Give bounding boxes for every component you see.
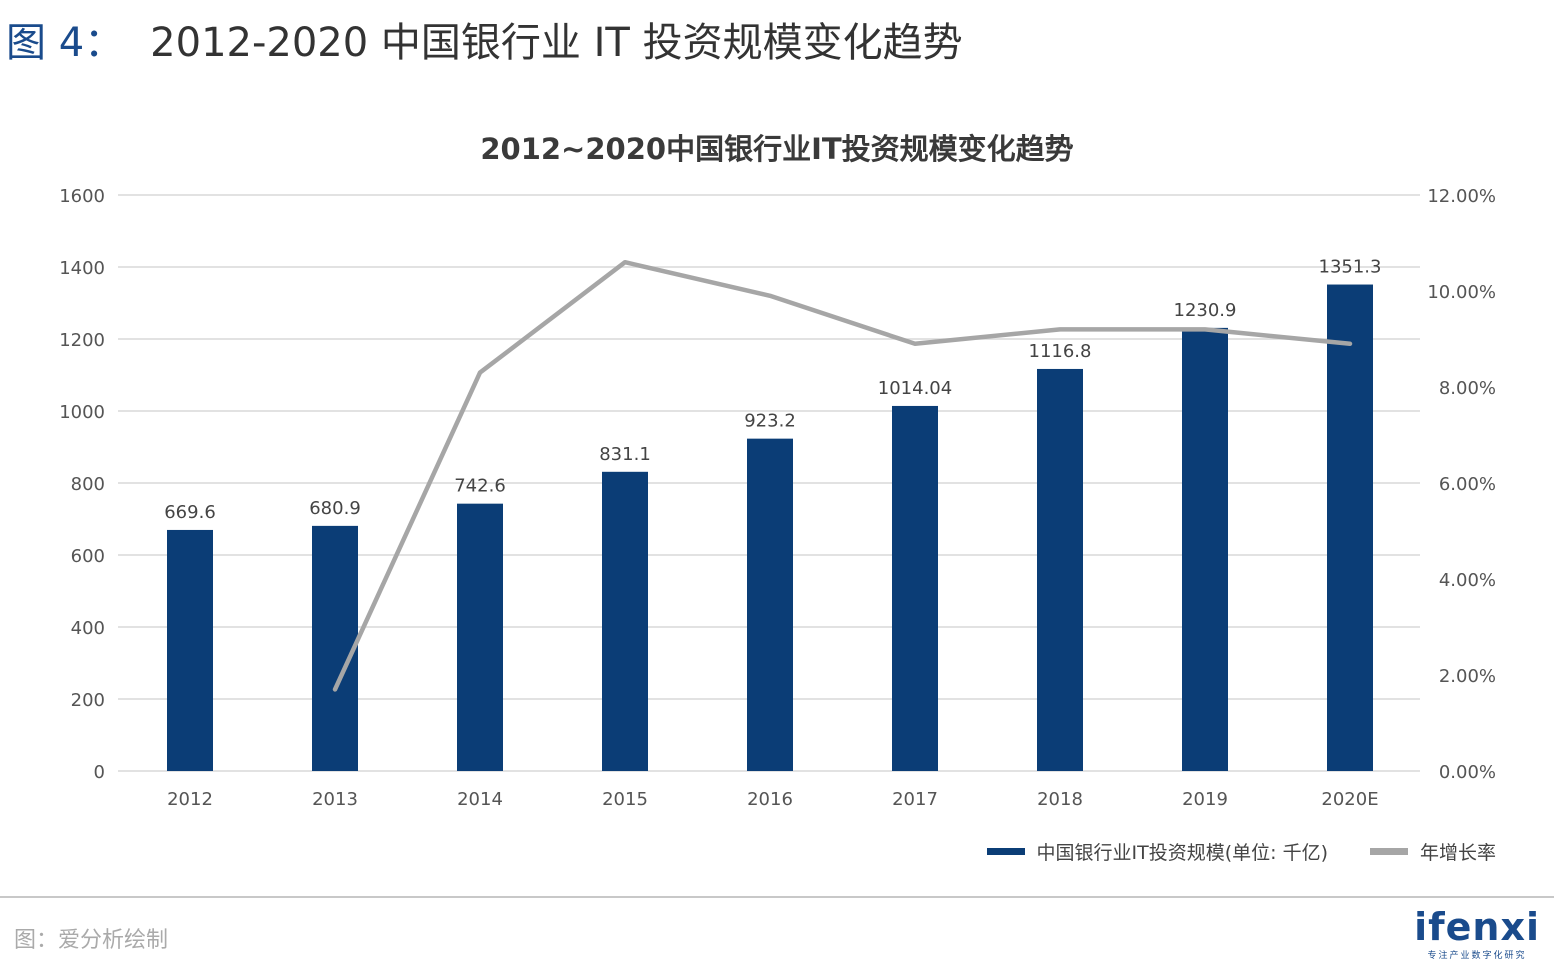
y-right-tick-label: 4.00% [1439, 570, 1496, 591]
x-tick-label: 2020E [1321, 789, 1378, 810]
figure-label: 图 4： [6, 20, 125, 66]
bar-data-label: 1230.9 [1174, 300, 1237, 321]
footer-divider [0, 896, 1554, 898]
y-left-tick-label: 600 [71, 546, 105, 567]
y-left-tick-label: 1000 [59, 402, 105, 423]
bar [1327, 284, 1373, 771]
y-left-tick-label: 0 [94, 762, 105, 783]
bar [312, 525, 358, 771]
bar [1037, 368, 1083, 771]
bar [747, 438, 793, 771]
bar-data-label: 742.6 [454, 476, 506, 497]
bar-data-label: 923.2 [744, 411, 796, 432]
bar-data-label: 1116.8 [1029, 341, 1092, 362]
logo-wordmark: ifenxi [1414, 905, 1540, 949]
legend-item-growth: 年增长率 [1369, 838, 1496, 865]
x-tick-label: 2014 [457, 789, 503, 810]
legend-label-growth: 年增长率 [1419, 842, 1496, 864]
x-tick-label: 2013 [312, 789, 358, 810]
x-tick-label: 2012 [167, 789, 213, 810]
logo-tagline: 专注产业数字化研究 [1427, 951, 1527, 961]
y-right-tick-label: 0.00% [1439, 762, 1496, 783]
x-tick-label: 2019 [1182, 789, 1228, 810]
y-left-tick-label: 200 [71, 690, 105, 711]
y-right-tick-label: 8.00% [1439, 378, 1496, 399]
x-tick-label: 2015 [602, 789, 648, 810]
y-right-tick-label: 6.00% [1439, 474, 1496, 495]
bar-data-label: 1014.04 [878, 378, 952, 399]
y-left-tick-label: 1400 [59, 258, 105, 279]
legend-bar-swatch [986, 848, 1025, 855]
legend-item-investment: 中国银行业IT投资规模(单位: 千亿) [986, 838, 1328, 865]
legend-label-investment: 中国银行业IT投资规模(单位: 千亿) [1036, 842, 1328, 864]
x-tick-label: 2016 [747, 789, 793, 810]
bar [892, 405, 938, 771]
bar-data-label: 680.9 [309, 498, 361, 519]
chart-title: 2012~2020中国银行业IT投资规模变化趋势 [480, 132, 1074, 166]
ifenxi-logo: ifenxi 专注产业数字化研究 [1414, 906, 1540, 961]
figure-header: 图 4： 2012-2020 中国银行业 IT 投资规模变化趋势 [6, 10, 963, 66]
bar [167, 529, 213, 771]
x-tick-label: 2017 [892, 789, 938, 810]
bar-data-label: 669.6 [164, 502, 216, 523]
bar-data-label: 1351.3 [1319, 257, 1382, 278]
bar-line-chart: 0 200 400 600 800 1000 1200 1400 1600 0.00% 2.00% 4… [59, 186, 1496, 810]
y-left-tick-label: 400 [71, 618, 105, 639]
bar [1182, 327, 1228, 771]
y-right-tick-label: 10.00% [1427, 282, 1496, 303]
y-right-tick-label: 12.00% [1427, 186, 1496, 207]
figure-title: 2012-2020 中国银行业 IT 投资规模变化趋势 [150, 20, 963, 66]
chart-legend: 中国银行业IT投资规模(单位: 千亿) 年增长率 [945, 838, 1496, 865]
legend-line-swatch [1369, 848, 1408, 855]
growth-rate-line [332, 259, 1353, 692]
y-left-tick-label: 1200 [59, 330, 105, 351]
bar [457, 503, 503, 771]
bar [602, 471, 648, 771]
source-note: 图：爱分析绘制 [14, 928, 169, 953]
bar-data-label: 831.1 [599, 444, 651, 465]
y-right-tick-label: 2.00% [1439, 666, 1496, 687]
x-tick-label: 2018 [1037, 789, 1083, 810]
y-left-tick-label: 1600 [59, 186, 105, 207]
y-left-tick-label: 800 [71, 474, 105, 495]
